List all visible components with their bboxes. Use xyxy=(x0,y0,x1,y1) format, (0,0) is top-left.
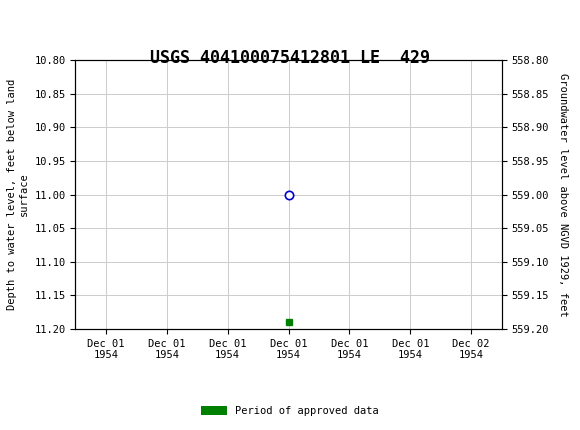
Y-axis label: Depth to water level, feet below land
surface: Depth to water level, feet below land su… xyxy=(8,79,29,310)
Text: USGS 404100075412801 LE  429: USGS 404100075412801 LE 429 xyxy=(150,49,430,67)
Legend: Period of approved data: Period of approved data xyxy=(197,402,383,421)
Y-axis label: Groundwater level above NGVD 1929, feet: Groundwater level above NGVD 1929, feet xyxy=(559,73,568,316)
Text: USGS: USGS xyxy=(38,12,106,33)
